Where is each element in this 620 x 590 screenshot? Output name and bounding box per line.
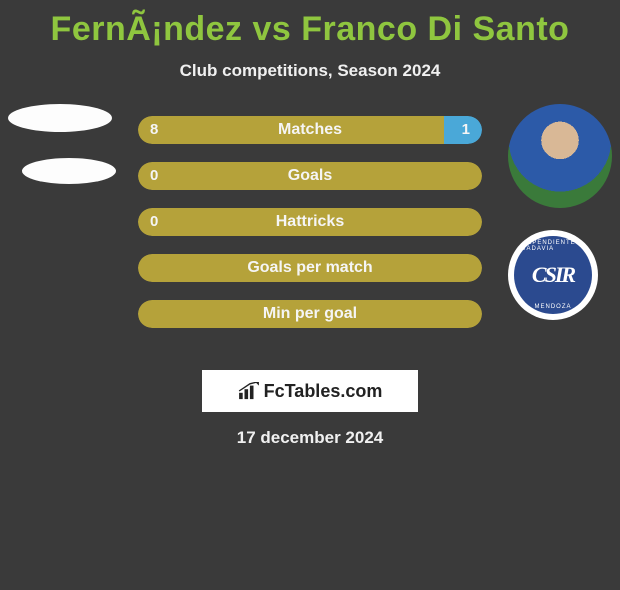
left-player-column [8,104,116,184]
player-photo-placeholder [508,104,612,208]
stat-value-left: 8 [150,116,158,144]
logo-text: FcTables.com [264,381,383,402]
stat-row: Min per goal [138,300,482,328]
stat-label: Hattricks [138,208,482,236]
left-player-shape-2 [22,158,116,184]
club-ring-bottom: MENDOZA [535,304,572,310]
stat-row: Goals per match [138,254,482,282]
comparison-area: INDEPENDIENTE RIVADAVIA CSIR MENDOZA Mat… [0,116,620,356]
stat-label: Goals [138,162,482,190]
page-title: FernÃ¡ndez vs Franco Di Santo [0,10,620,49]
subtitle: Club competitions, Season 2024 [0,61,620,81]
right-club-badge: INDEPENDIENTE RIVADAVIA CSIR MENDOZA [508,230,598,320]
date-text: 17 december 2024 [0,428,620,448]
right-player-avatar [508,104,612,208]
stat-label: Matches [138,116,482,144]
chart-icon [238,382,260,400]
stat-value-left: 0 [150,162,158,190]
stat-label: Min per goal [138,300,482,328]
stat-label: Goals per match [138,254,482,282]
stat-row: Hattricks0 [138,208,482,236]
left-player-shape-1 [8,104,112,132]
stat-row: Goals0 [138,162,482,190]
stat-value-right: 1 [462,116,470,144]
right-player-column: INDEPENDIENTE RIVADAVIA CSIR MENDOZA [508,104,612,320]
club-ring-top: INDEPENDIENTE RIVADAVIA [514,240,592,252]
logo-box: FcTables.com [202,370,418,412]
stat-bars: Matches81Goals0Hattricks0Goals per match… [138,116,482,346]
club-letters: CSIR [532,262,574,288]
stat-row: Matches8 1 [138,116,482,144]
stat-value-left: 0 [150,208,158,236]
